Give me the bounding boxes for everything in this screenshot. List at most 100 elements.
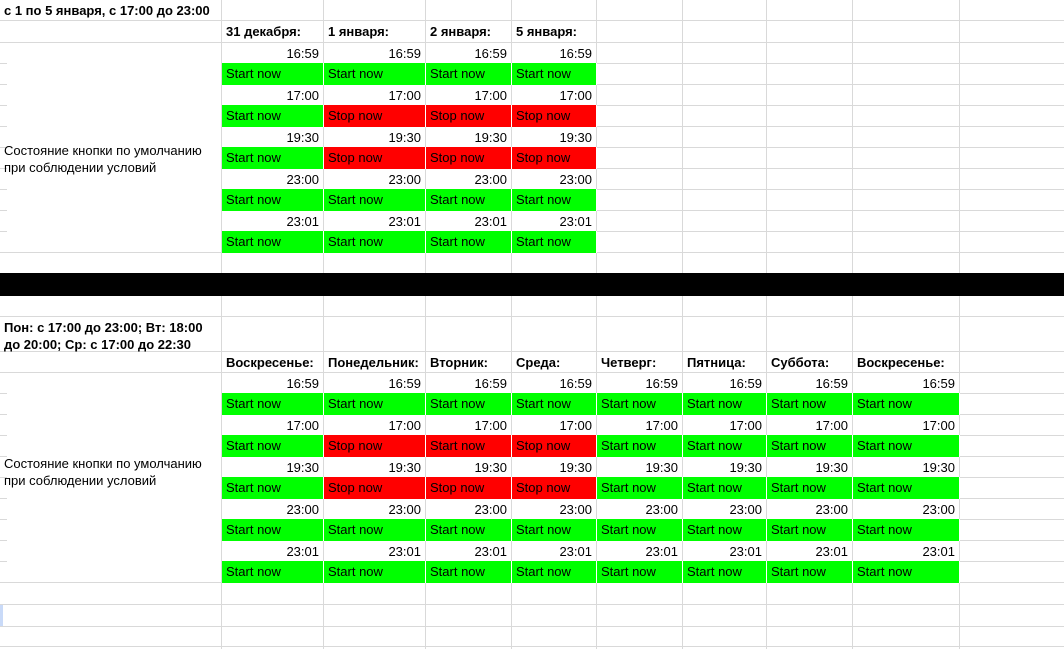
gridline: [0, 147, 7, 148]
separator-row: [0, 273, 1064, 296]
time-value-cell: 23:01: [559, 544, 592, 559]
start-now-button-cell[interactable]: Start now: [683, 561, 767, 583]
time-value-cell: 16:59: [474, 46, 507, 61]
start-now-button-cell[interactable]: Start now: [222, 519, 324, 541]
start-now-button-cell[interactable]: Start now: [597, 477, 683, 499]
time-value-cell: 16:59: [474, 376, 507, 391]
start-now-button-cell[interactable]: Start now: [683, 393, 767, 415]
stop-now-button-cell[interactable]: Start now: [426, 435, 512, 457]
gridline: [221, 626, 1064, 627]
start-now-button-cell[interactable]: Start now: [222, 561, 324, 583]
column-header-cell: 5 января:: [516, 24, 578, 39]
start-now-button-cell[interactable]: Start now: [324, 63, 426, 85]
stop-now-button-cell[interactable]: Stop now: [324, 477, 426, 499]
gridline: [425, 0, 426, 649]
time-value-cell: 23:00: [388, 502, 421, 517]
stop-now-button-cell[interactable]: Stop now: [426, 147, 512, 169]
stop-now-button-cell[interactable]: Stop now: [426, 105, 512, 127]
time-value-cell: 16:59: [388, 46, 421, 61]
start-now-button-cell[interactable]: Start now: [222, 105, 324, 127]
start-now-button-cell[interactable]: Start now: [512, 561, 597, 583]
time-value-cell: 23:00: [286, 502, 319, 517]
start-now-button-cell[interactable]: Start now: [222, 147, 324, 169]
time-value-cell: 19:30: [474, 460, 507, 475]
start-now-button-cell[interactable]: Start now: [222, 435, 324, 457]
time-value-cell: 16:59: [729, 376, 762, 391]
start-now-button-cell[interactable]: Start now: [853, 561, 960, 583]
start-now-button-cell[interactable]: Start now: [426, 231, 512, 253]
start-now-button-cell[interactable]: Start now: [597, 561, 683, 583]
time-value-cell: 16:59: [815, 376, 848, 391]
start-now-button-cell[interactable]: Start now: [853, 477, 960, 499]
start-now-button-cell[interactable]: Start now: [767, 477, 853, 499]
start-now-button-cell[interactable]: Start now: [512, 63, 597, 85]
start-now-button-cell[interactable]: Start now: [767, 519, 853, 541]
stop-now-button-cell[interactable]: Stop now: [324, 105, 426, 127]
gridline: [0, 477, 7, 478]
time-value-cell: 16:59: [286, 46, 319, 61]
gridline: [323, 0, 324, 649]
start-now-button-cell[interactable]: Start now: [426, 393, 512, 415]
time-value-cell: 19:30: [388, 130, 421, 145]
time-value-cell: 17:00: [286, 88, 319, 103]
start-now-button-cell[interactable]: Start now: [597, 435, 683, 457]
start-now-button-cell[interactable]: Start now: [767, 393, 853, 415]
column-header-cell: 2 января:: [430, 24, 492, 39]
stop-now-button-cell[interactable]: Stop now: [512, 105, 597, 127]
start-now-button-cell[interactable]: Start now: [324, 561, 426, 583]
column-header-cell: Суббота:: [771, 355, 830, 370]
start-now-button-cell[interactable]: Start now: [597, 393, 683, 415]
start-now-button-cell[interactable]: Start now: [324, 393, 426, 415]
gridline: [221, 42, 1064, 43]
start-now-button-cell[interactable]: Start now: [597, 519, 683, 541]
gridline: [0, 498, 7, 499]
gridline: [0, 20, 221, 21]
start-now-button-cell[interactable]: Start now: [426, 189, 512, 211]
start-now-button-cell[interactable]: Start now: [512, 189, 597, 211]
start-now-button-cell[interactable]: Start now: [222, 393, 324, 415]
time-value-cell: 23:01: [286, 214, 319, 229]
gridline: [221, 20, 1064, 21]
time-value-cell: 19:30: [729, 460, 762, 475]
start-now-button-cell[interactable]: Start now: [767, 561, 853, 583]
start-now-button-cell[interactable]: Start now: [222, 477, 324, 499]
start-now-button-cell[interactable]: Start now: [426, 63, 512, 85]
gridline: [221, 231, 1064, 232]
start-now-button-cell[interactable]: Start now: [324, 519, 426, 541]
start-now-button-cell[interactable]: Start now: [853, 435, 960, 457]
gridline: [221, 372, 1064, 373]
stop-now-button-cell[interactable]: Stop now: [512, 147, 597, 169]
stop-now-button-cell[interactable]: Stop now: [426, 477, 512, 499]
start-now-button-cell[interactable]: Start now: [426, 519, 512, 541]
start-now-button-cell[interactable]: Start now: [512, 519, 597, 541]
start-now-button-cell[interactable]: Start now: [853, 519, 960, 541]
gridline: [959, 0, 960, 649]
column-header-cell: 31 декабря:: [226, 24, 302, 39]
gridline: [852, 0, 853, 649]
start-now-button-cell[interactable]: Start now: [683, 477, 767, 499]
start-now-button-cell[interactable]: Start now: [853, 393, 960, 415]
gridline: [766, 0, 767, 649]
start-now-button-cell[interactable]: Start now: [767, 435, 853, 457]
start-now-button-cell[interactable]: Start now: [222, 63, 324, 85]
stop-now-button-cell[interactable]: Stop now: [512, 477, 597, 499]
start-now-button-cell[interactable]: Start now: [683, 519, 767, 541]
start-now-button-cell[interactable]: Start now: [683, 435, 767, 457]
start-now-button-cell[interactable]: Start now: [324, 231, 426, 253]
table1-title: с 1 по 5 января, с 17:00 до 23:00: [4, 3, 210, 18]
start-now-button-cell[interactable]: Start now: [222, 231, 324, 253]
time-value-cell: 23:00: [729, 502, 762, 517]
gridline: [221, 147, 1064, 148]
start-now-button-cell[interactable]: Start now: [512, 393, 597, 415]
stop-now-button-cell[interactable]: Stop now: [512, 435, 597, 457]
stop-now-button-cell[interactable]: Stop now: [324, 147, 426, 169]
time-value-cell: 23:01: [474, 544, 507, 559]
start-now-button-cell[interactable]: Start now: [222, 189, 324, 211]
time-value-cell: 17:00: [388, 88, 421, 103]
gridline: [0, 84, 7, 85]
start-now-button-cell[interactable]: Start now: [426, 561, 512, 583]
start-now-button-cell[interactable]: Start now: [512, 231, 597, 253]
start-now-button-cell[interactable]: Start now: [324, 189, 426, 211]
stop-now-button-cell[interactable]: Stop now: [324, 435, 426, 457]
